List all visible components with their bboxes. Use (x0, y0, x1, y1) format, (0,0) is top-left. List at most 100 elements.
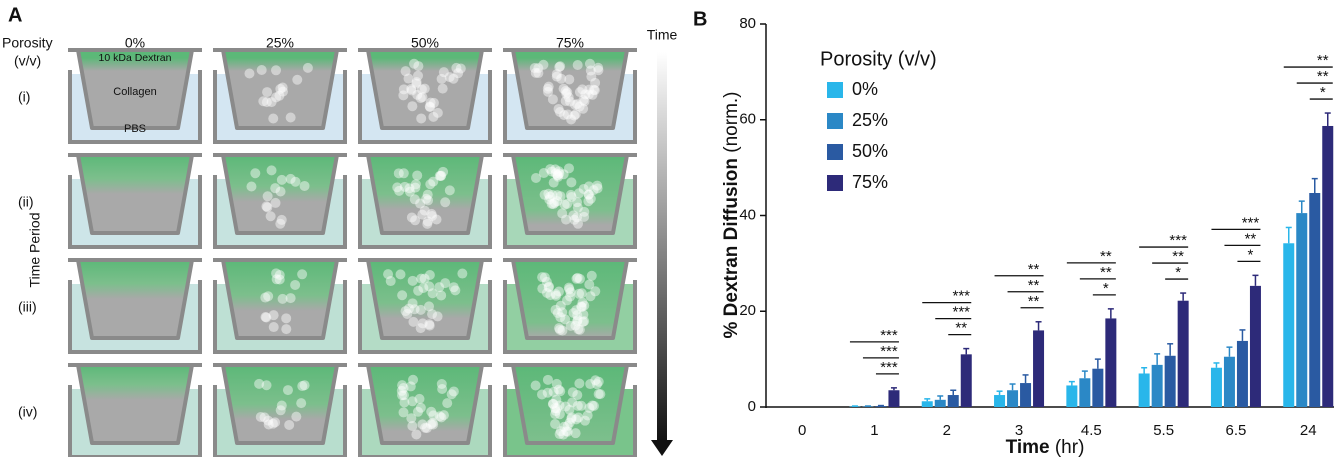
significance-label: * (1175, 264, 1181, 281)
pore (572, 310, 582, 320)
pore (263, 291, 273, 301)
significance-label: ** (955, 320, 967, 337)
pore (283, 385, 293, 395)
pore (297, 269, 307, 279)
pore (399, 390, 409, 400)
pore (290, 280, 300, 290)
significance-label: * (1248, 246, 1254, 263)
significance-label: ** (1028, 261, 1040, 278)
pore (418, 283, 428, 293)
significance-label: *** (880, 327, 898, 344)
pore (409, 59, 419, 69)
x-tick-label: 6.5 (1226, 422, 1247, 439)
pore (429, 98, 439, 108)
x-tick-label: 2 (943, 422, 951, 439)
pore (286, 113, 296, 123)
row-label: (iv) (18, 404, 37, 420)
bar (1178, 301, 1189, 407)
pore (566, 177, 576, 187)
pore (592, 379, 602, 389)
pore (397, 290, 407, 300)
pore (537, 272, 547, 282)
bar (1309, 193, 1320, 407)
pore (445, 185, 455, 195)
pore (281, 324, 291, 334)
pore (449, 74, 459, 84)
significance-label: *** (952, 304, 970, 321)
x-tick-label: 0 (798, 422, 806, 439)
bar (1322, 126, 1333, 407)
pore (543, 84, 553, 94)
pore (413, 71, 423, 81)
pore (571, 428, 581, 438)
pore (415, 199, 425, 209)
pore (267, 165, 277, 175)
significance-label: *** (1169, 232, 1187, 249)
significance-label: *** (880, 359, 898, 376)
pore (270, 417, 280, 427)
pore (456, 63, 466, 73)
pore (537, 284, 547, 294)
significance-label: ** (1100, 248, 1112, 265)
dextran-label: 10 kDa Dextran (99, 52, 172, 64)
pore (562, 87, 572, 97)
pore (554, 385, 564, 395)
legend-label: 0% (852, 79, 878, 99)
pore (267, 97, 277, 107)
pore (540, 190, 550, 200)
time-arrowhead (651, 440, 673, 456)
pore (569, 215, 579, 225)
pore (554, 104, 564, 114)
porosity-title: Porosity (2, 35, 53, 51)
pore (574, 378, 584, 388)
pore (557, 208, 567, 218)
significance-label: ** (1028, 293, 1040, 310)
y-tick-label: 20 (739, 302, 756, 319)
pore (590, 85, 600, 95)
bar (1224, 357, 1235, 407)
legend-label: 25% (852, 110, 888, 130)
pbs-label: PBS (124, 123, 146, 135)
pore (575, 274, 585, 284)
bar (1237, 341, 1248, 407)
pore (250, 168, 260, 178)
x-axis-title: Time (1006, 437, 1050, 457)
legend-swatch (827, 82, 843, 98)
pore (407, 212, 417, 222)
y-tick-label: 60 (739, 111, 756, 128)
x-tick-label: 1 (870, 422, 878, 439)
pore (257, 65, 267, 75)
pore (276, 405, 286, 415)
pore (271, 198, 281, 208)
pore (268, 113, 278, 123)
pore (552, 190, 562, 200)
panel-label: A (8, 4, 22, 26)
pore (400, 182, 410, 192)
bar (1165, 356, 1176, 407)
pore (573, 413, 583, 423)
pore (550, 403, 560, 413)
pore (571, 109, 581, 119)
pore (548, 94, 558, 104)
legend-swatch (827, 144, 843, 160)
pore (559, 169, 569, 179)
pore (286, 293, 296, 303)
time-period-label: Time Period (27, 213, 43, 288)
pore (244, 68, 254, 78)
time-label: Time (647, 27, 678, 43)
bar (888, 390, 899, 407)
pore (412, 170, 422, 180)
pore (434, 282, 444, 292)
bar (1092, 369, 1103, 407)
pore (291, 412, 301, 422)
pore (424, 319, 434, 329)
pore (271, 65, 281, 75)
insert (78, 155, 192, 233)
pore (266, 211, 276, 221)
bar (1283, 243, 1294, 407)
pore (284, 420, 294, 430)
pore (262, 380, 272, 390)
legend-swatch (827, 175, 843, 191)
pore (300, 181, 310, 191)
pore (414, 394, 424, 404)
